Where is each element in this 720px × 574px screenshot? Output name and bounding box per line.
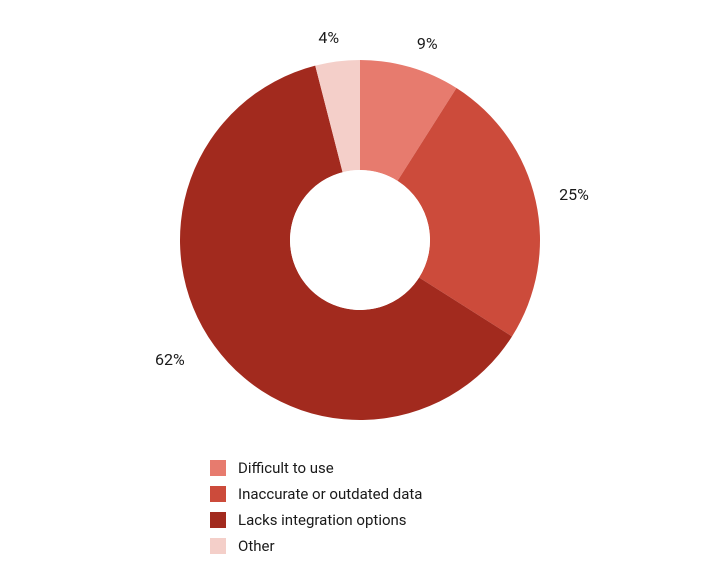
legend-swatch-2 (210, 512, 226, 528)
slice-label-3: 4% (318, 28, 339, 47)
legend-swatch-3 (210, 538, 226, 554)
legend-swatch-1 (210, 486, 226, 502)
legend-label-3: Other (238, 537, 275, 555)
donut-chart-container: 9% 25% 62% 4% Difficult to use Inaccurate or… (0, 0, 720, 574)
slice-label-2: 62% (155, 350, 185, 369)
legend-row-2: Lacks integration options (210, 507, 422, 533)
donut-chart: 9% 25% 62% 4% (0, 0, 720, 460)
legend-row-0: Difficult to use (210, 455, 422, 481)
legend-row-3: Other (210, 533, 422, 559)
legend-swatch-0 (210, 460, 226, 476)
slice-label-1: 25% (559, 185, 589, 204)
slice-label-0: 9% (417, 34, 438, 53)
legend-label-1: Inaccurate or outdated data (238, 485, 422, 503)
donut-hole (290, 170, 430, 310)
donut-svg (0, 0, 720, 460)
legend-label-0: Difficult to use (238, 459, 334, 477)
legend-label-2: Lacks integration options (238, 511, 407, 529)
chart-legend: Difficult to use Inaccurate or outdated d… (210, 455, 422, 559)
legend-row-1: Inaccurate or outdated data (210, 481, 422, 507)
